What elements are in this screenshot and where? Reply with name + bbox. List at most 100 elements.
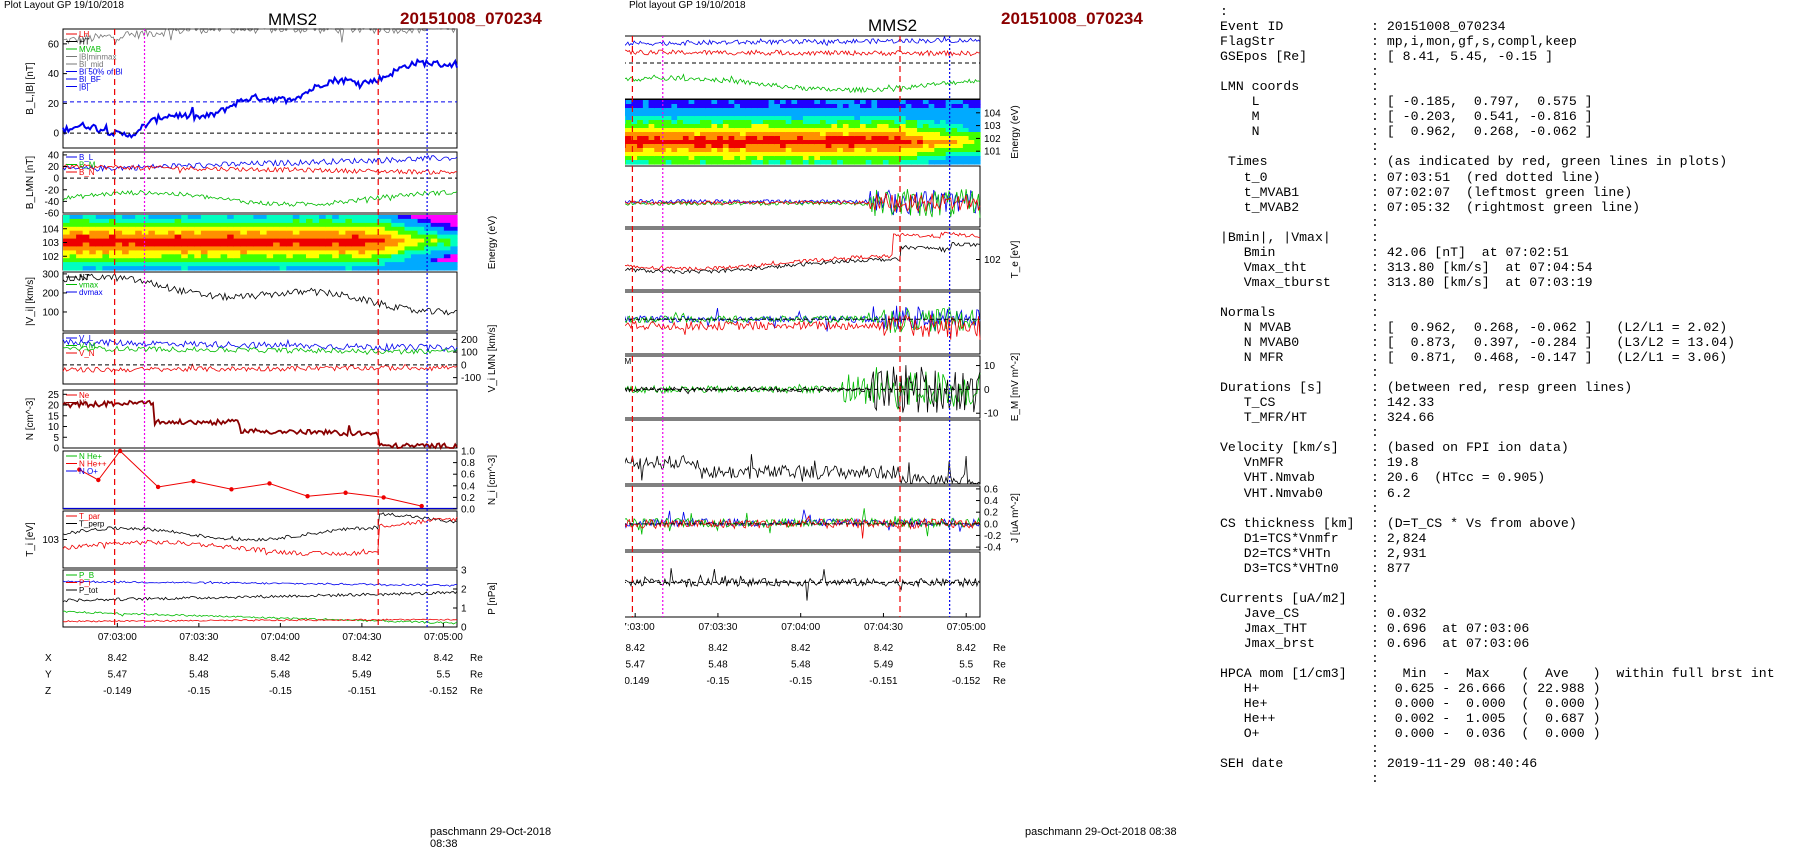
- spectrogram-cell: [384, 226, 392, 232]
- spectrogram-cell: [115, 242, 123, 247]
- spectrogram-cell: [814, 144, 821, 149]
- position-value: 5.48: [708, 660, 728, 671]
- spectrogram-cell: [154, 234, 163, 240]
- spectrogram-cell: [865, 148, 872, 153]
- x-tick-label: 07:05:00: [947, 622, 986, 633]
- spectrogram-cell: [378, 226, 386, 232]
- spectrogram-cell: [194, 230, 202, 236]
- spectrogram-cell: [187, 254, 195, 259]
- spectrogram-cell: [417, 258, 425, 263]
- spectrogram-cell: [174, 215, 182, 220]
- spectrogram-cell: [279, 215, 287, 220]
- spectrogram-cell: [757, 112, 764, 117]
- spectrogram-cell: [802, 116, 810, 121]
- spectrogram-cell: [654, 104, 661, 109]
- spectrogram-cell: [871, 132, 878, 137]
- spectrogram-cell: [625, 112, 632, 117]
- spectrogram-cell: [665, 128, 672, 133]
- spectrogram-cell: [768, 152, 775, 157]
- spectrogram-cell: [430, 258, 438, 263]
- spectrogram-cell: [945, 136, 952, 141]
- spectrogram-cell: [814, 152, 821, 157]
- spectrogram-cell: [437, 262, 445, 267]
- spectrogram-cell: [825, 124, 832, 129]
- spectrogram-cell: [95, 250, 103, 255]
- spectrogram-cell: [842, 144, 850, 149]
- spectrogram-cell: [240, 262, 248, 267]
- spectrogram-cell: [785, 128, 792, 133]
- spectrogram-cell: [168, 238, 176, 244]
- spectrogram-cell: [260, 215, 268, 220]
- spectrogram-cell: [625, 112, 627, 117]
- spectrogram-cell: [900, 112, 907, 117]
- spectrogram-cell: [437, 250, 445, 255]
- summary-row: t_MVAB2: 07:05:32 (rightmost green line): [1220, 200, 1800, 215]
- spectrogram-cell: [665, 160, 672, 165]
- spectrogram-cell: [945, 152, 952, 157]
- panel-frame: [62, 28, 458, 149]
- spectrogram-cell: [411, 258, 419, 263]
- spectrogram-cell: [860, 112, 867, 117]
- spectrogram-cell: [637, 148, 644, 153]
- spectrogram-cell: [877, 128, 884, 133]
- summary-row: D1=TCS*Vnmfr: 2,824: [1220, 531, 1800, 546]
- spectrogram-cell: [450, 238, 458, 244]
- spectrogram-cell: [945, 144, 952, 149]
- spectrogram-cell: [837, 112, 844, 117]
- spectrogram-cell: [814, 112, 821, 117]
- spectrogram-cell: [957, 116, 964, 121]
- spectrogram-cell: [411, 222, 419, 228]
- spectrogram-cell: [286, 218, 294, 224]
- spectrogram-cell: [194, 242, 202, 247]
- spectrogram-cell: [443, 254, 452, 259]
- series-J-mag: [625, 454, 981, 485]
- summary-key: Velocity [km/s]: [1220, 440, 1339, 456]
- spectrogram-cell: [168, 266, 176, 271]
- spectrogram-cell: [109, 222, 117, 228]
- spectrogram-cell: [888, 120, 895, 125]
- spectrogram-cell: [894, 124, 901, 129]
- spectrogram-cell: [934, 160, 941, 165]
- spectrogram-cell: [148, 234, 156, 240]
- spectrogram-cell: [940, 108, 947, 113]
- spectrogram-cell: [424, 246, 432, 251]
- spectrogram-cell: [745, 120, 752, 125]
- spectrogram-cell: [430, 254, 438, 259]
- spectrogram-cell: [877, 100, 884, 105]
- spectrogram-cell: [837, 100, 844, 105]
- spectrogram-cell: [677, 124, 684, 129]
- spectrogram-cell: [82, 230, 90, 236]
- spectrogram-cell: [922, 144, 930, 149]
- spectrogram-cell: [187, 258, 195, 263]
- spectrogram-cell: [168, 230, 176, 236]
- spectrogram-cell: [325, 246, 333, 251]
- spectrogram-cell: [424, 262, 432, 267]
- summary-key: Vmax_tht: [1220, 259, 1308, 275]
- y-tick-label: 20: [48, 401, 60, 412]
- spectrogram-cell: [974, 140, 981, 145]
- legend-label: |B|: [79, 83, 89, 92]
- spectrogram-cell: [831, 160, 838, 165]
- spectrogram-cell: [161, 258, 169, 263]
- spectrogram-cell: [802, 112, 810, 117]
- spectrogram-cell: [63, 234, 71, 240]
- spectrogram-cell: [404, 258, 412, 263]
- spectrogram-cell: [181, 222, 189, 228]
- spectrogram-cell: [319, 222, 327, 228]
- summary-row: :: [1220, 139, 1800, 154]
- spectrogram-cell: [417, 222, 425, 228]
- position-value: -0.15: [269, 686, 292, 697]
- spectrogram-cell: [682, 112, 690, 117]
- spectrogram-cell: [404, 246, 412, 251]
- spectrogram-cell: [671, 140, 678, 145]
- spectrogram-cell: [705, 124, 712, 129]
- spectrogram-cell: [240, 250, 248, 255]
- spectrogram-cell: [711, 152, 718, 157]
- spectrogram-cell: [135, 234, 143, 240]
- spectrogram-cell: [968, 152, 975, 157]
- spectrogram-cell: [802, 120, 810, 125]
- spectrogram-cell: [968, 144, 975, 149]
- spectrogram-cell: [411, 262, 419, 267]
- spectrogram-cell: [214, 242, 222, 247]
- summary-value: :: [1371, 365, 1379, 381]
